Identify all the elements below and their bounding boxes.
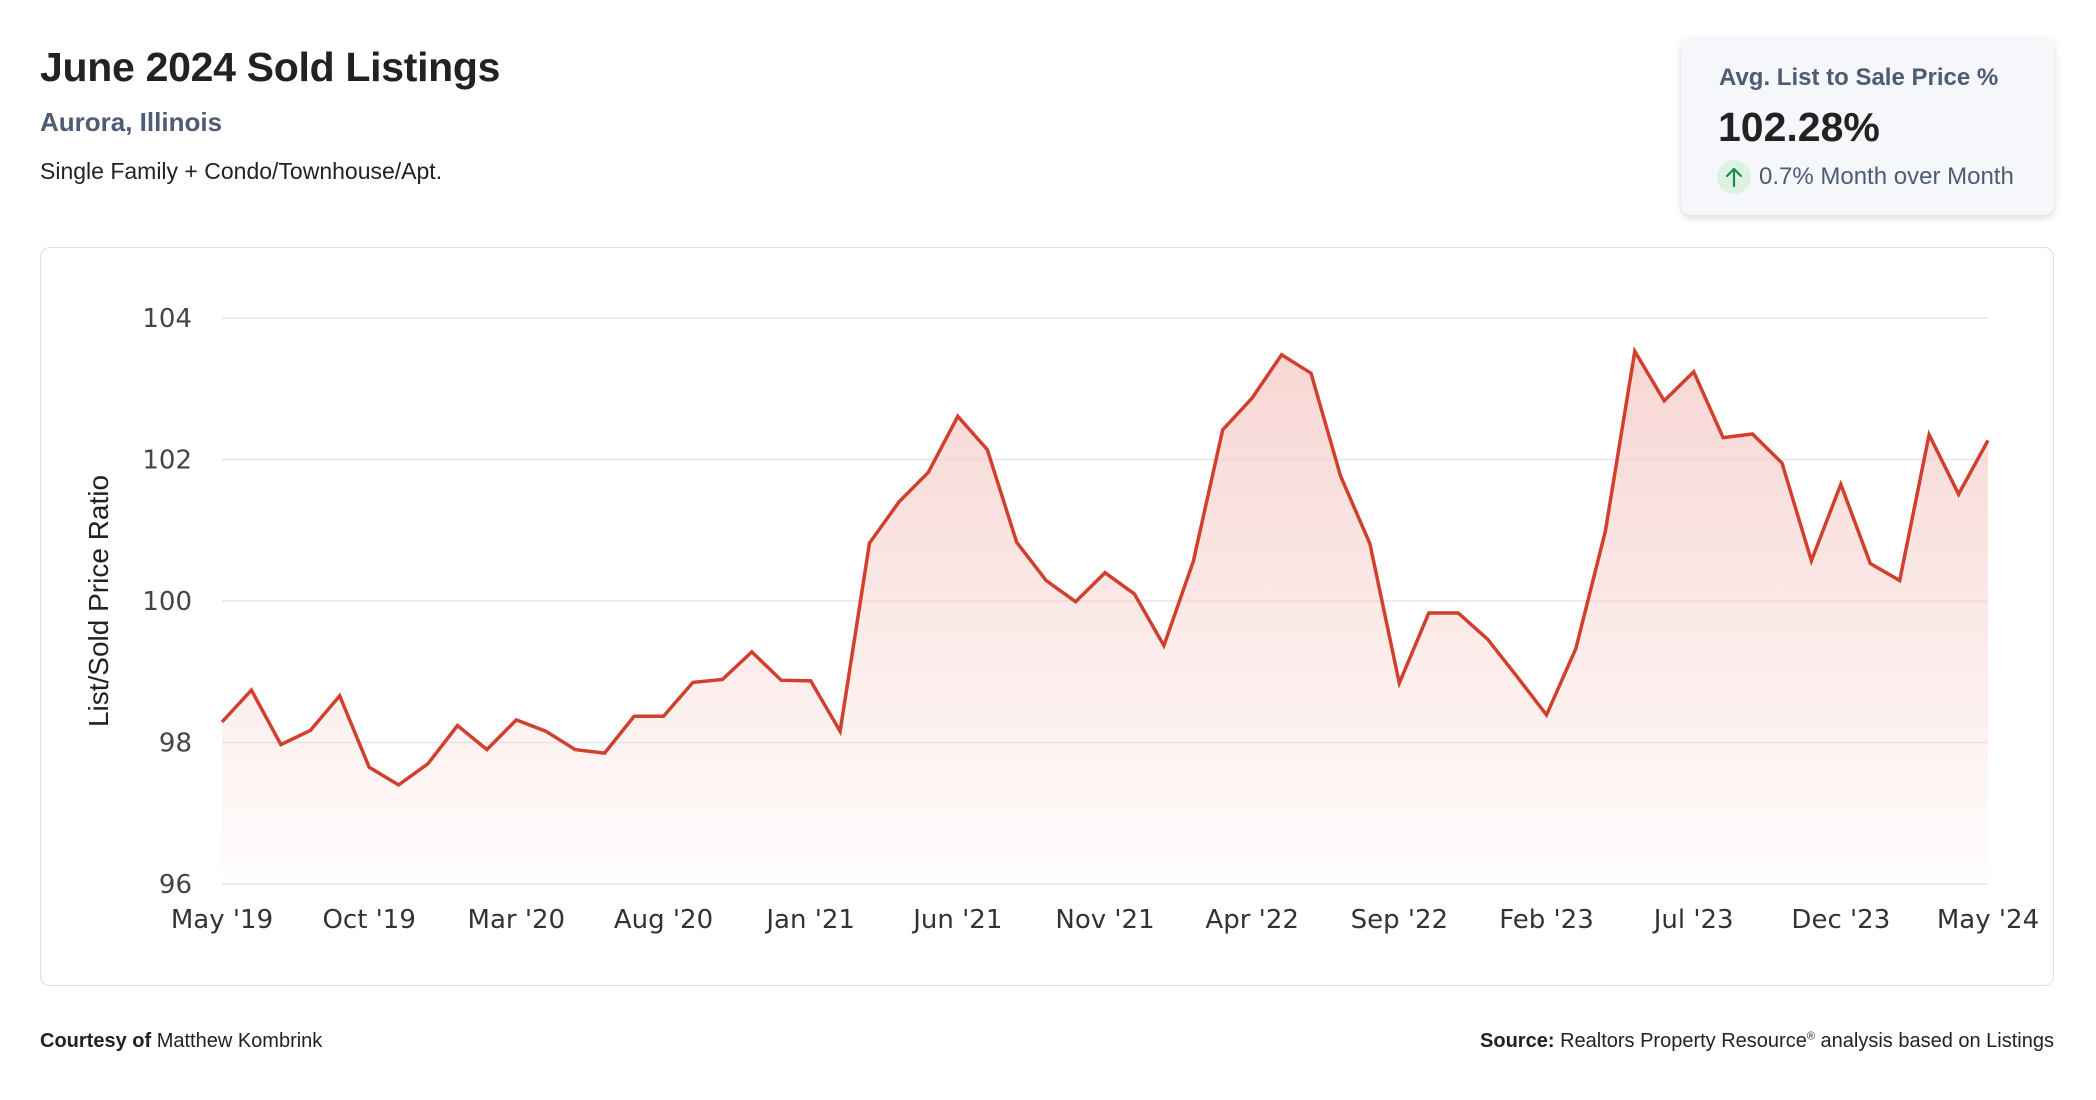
- area-fill: [222, 351, 1988, 884]
- y-tick-label: 98: [159, 729, 192, 759]
- courtesy-label: Courtesy of: [40, 1030, 152, 1052]
- x-tick-label: May '24: [1937, 905, 2039, 935]
- location-subtitle: Aurora, Illinois: [40, 107, 223, 137]
- y-tick-label: 102: [142, 446, 192, 476]
- x-tick-label: May '19: [171, 905, 273, 935]
- x-tick-label: Aug '20: [614, 905, 713, 935]
- stat-label: Avg. List to Sale Price %: [1719, 64, 1999, 91]
- x-tick-label: Jun '21: [911, 905, 1002, 935]
- x-tick-label: Mar '20: [468, 905, 566, 935]
- avg-list-to-sale-card: Avg. List to Sale Price % 102.28% 0.7% M…: [1681, 38, 2054, 215]
- stat-value: 102.28%: [1718, 104, 1880, 150]
- courtesy-name: Matthew Kombrink: [156, 1030, 323, 1052]
- x-tick-label: Feb '23: [1499, 905, 1594, 935]
- registered-mark: ®: [1806, 1030, 1815, 1043]
- source-credit: Source: Realtors Property Resource® anal…: [1480, 1030, 2054, 1053]
- y-axis-label: List/Sold Price Ratio: [83, 475, 114, 727]
- page-title: June 2024 Sold Listings: [40, 44, 501, 90]
- x-tick-label: Dec '23: [1791, 905, 1890, 935]
- line-chart: 96 98 100 102 104 May '19 Oct '19 Mar '20 Aug '2…: [83, 304, 2039, 935]
- x-tick-label: Sep '22: [1351, 905, 1449, 935]
- x-tick-label: Jul '23: [1652, 905, 1734, 935]
- x-tick-label: Nov '21: [1055, 905, 1154, 935]
- x-tick-label: Jan '21: [764, 905, 855, 935]
- y-tick-label: 100: [142, 587, 192, 617]
- y-tick-label: 104: [142, 304, 192, 334]
- source-suffix: analysis based on Listings: [1814, 1030, 2055, 1052]
- x-tick-label: Apr '22: [1205, 905, 1298, 935]
- stat-change: 0.7% Month over Month: [1717, 160, 2014, 194]
- x-tick-label: Oct '19: [322, 905, 415, 935]
- courtesy-credit: Courtesy of Matthew Kombrink: [40, 1030, 322, 1053]
- source-text: Realtors Property Resource: [1560, 1030, 1807, 1052]
- arrow-up-icon: [1717, 160, 1751, 194]
- source-label: Source:: [1480, 1030, 1555, 1052]
- series-line: [220, 346, 1990, 787]
- stat-change-text: 0.7% Month over Month: [1759, 163, 2014, 190]
- property-type-label: Single Family + Condo/Townhouse/Apt.: [40, 158, 443, 184]
- y-tick-label: 96: [159, 870, 192, 900]
